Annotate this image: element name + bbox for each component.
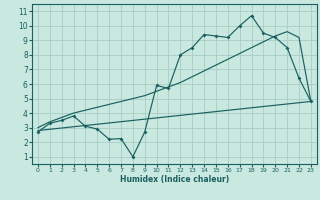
X-axis label: Humidex (Indice chaleur): Humidex (Indice chaleur) [120,175,229,184]
